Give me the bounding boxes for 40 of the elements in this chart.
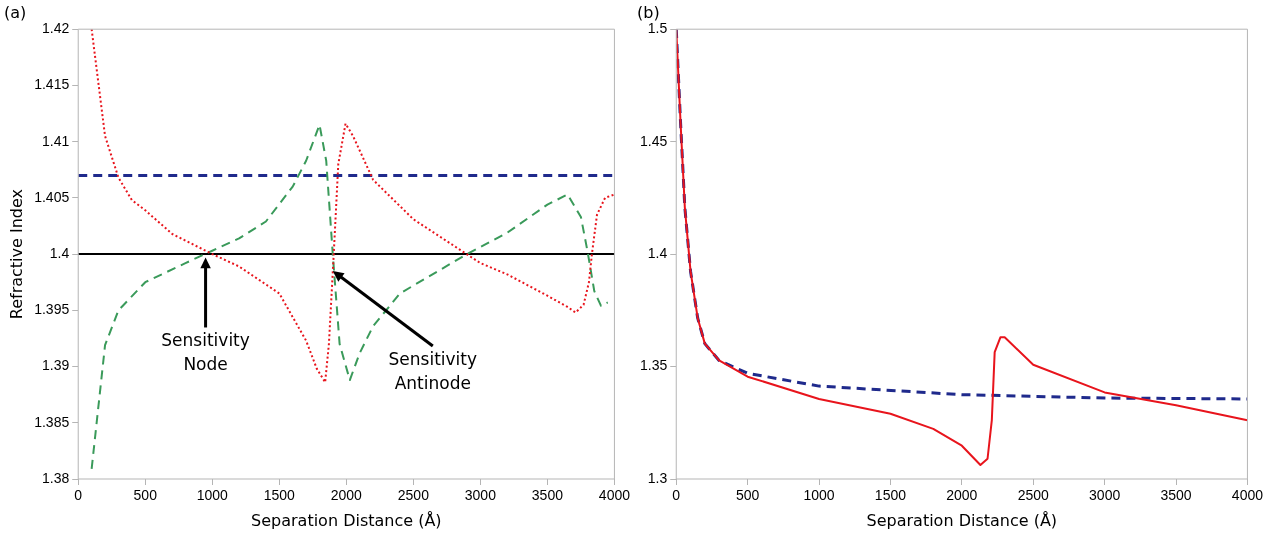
x-tick-label: 1000	[196, 487, 229, 504]
y-tick-label: 1.45	[640, 132, 668, 149]
y-tick-label: 1.35	[640, 357, 668, 374]
annotation: Sensitivity Node	[161, 330, 250, 375]
x-tick-label: 3500	[531, 487, 564, 504]
y-tick-label: 1.415	[34, 76, 70, 93]
line-series	[676, 29, 1248, 401]
chart-title: (b)	[637, 2, 660, 22]
y-tick-label: 1.385	[34, 413, 70, 430]
x-tick-label: 3000	[464, 487, 497, 504]
chart-title: (a)	[4, 2, 27, 22]
x-tick-label: 4000	[1231, 487, 1264, 504]
x-tick-label: 500	[133, 487, 158, 504]
y-tick-label: 1.3	[647, 469, 668, 486]
y-tick-label: 1.42	[41, 20, 70, 37]
x-tick-label: 4000	[598, 487, 631, 504]
y-tick-label: 1.4	[49, 244, 70, 261]
y-tick-label: 1.39	[41, 357, 70, 374]
y-axis-title: Refractive Index	[6, 188, 26, 320]
x-tick-label: 2500	[1017, 487, 1050, 504]
x-tick-label: 1500	[263, 487, 296, 504]
x-tick-label: 2000	[330, 487, 363, 504]
y-tick-label: 1.395	[34, 301, 70, 318]
x-tick-label: 0	[74, 487, 83, 504]
y-tick-label: 1.405	[34, 188, 70, 205]
x-tick-label: 500	[735, 487, 760, 504]
x-tick-label: 1500	[874, 487, 907, 504]
y-tick-label: 1.38	[41, 469, 70, 486]
y-tick-label: 1.5	[647, 20, 668, 37]
x-axis-title: Separation Distance (Å)	[866, 510, 1058, 530]
x-tick-label: 1000	[803, 487, 835, 504]
x-tick-label: 2500	[397, 487, 430, 504]
y-tick-label: 1.41	[41, 132, 70, 149]
annotation: Sensitivity Antinode	[388, 348, 478, 393]
x-tick-label: 2000	[946, 487, 978, 504]
x-tick-label: 0	[672, 487, 681, 504]
x-axis-title: Separation Distance (Å)	[251, 510, 442, 530]
x-tick-label: 3000	[1089, 487, 1121, 504]
x-tick-label: 3500	[1160, 487, 1192, 504]
y-tick-label: 1.4	[647, 244, 668, 261]
